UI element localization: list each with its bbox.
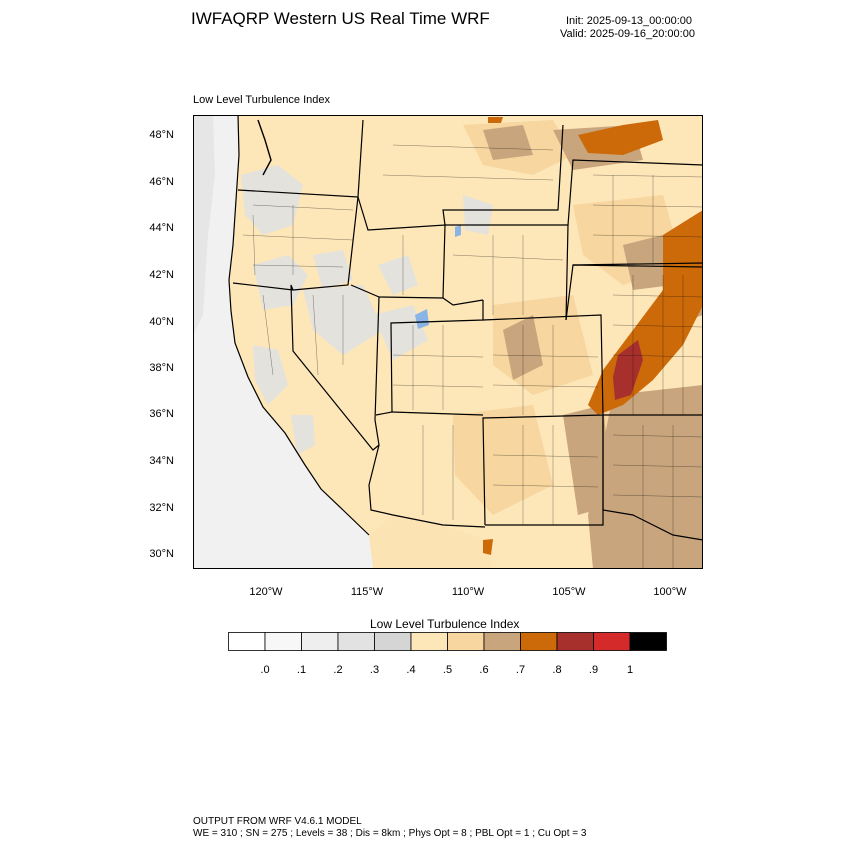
lon-label-105: 105°W: [552, 586, 586, 598]
lat-label-30: 30°N: [149, 548, 174, 560]
legend-swatch: [447, 632, 485, 651]
offshore-band: [193, 115, 215, 335]
lat-label-34: 34°N: [149, 455, 174, 467]
legend-swatch: [556, 632, 594, 651]
lon-label-100: 100°W: [653, 586, 687, 598]
legend-tick-label: .3: [369, 664, 380, 676]
legend-tick-label: .5: [442, 664, 453, 676]
legend-swatch: [374, 632, 412, 651]
legend-svg: [228, 632, 667, 651]
legend-swatch: [264, 632, 302, 651]
legend-tick-label: .1: [296, 664, 307, 676]
lon-label-120: 120°W: [249, 586, 283, 598]
lakes: [415, 225, 461, 329]
model-options: WE = 310 ; SN = 275 ; Levels = 38 ; Dis …: [193, 828, 587, 839]
lon-label-110: 110°W: [451, 586, 485, 598]
turbulence-map: [192, 114, 704, 570]
valid-time: Valid: 2025-09-16_20:00:00: [560, 28, 695, 40]
init-time: Init: 2025-09-13_00:00:00: [566, 15, 692, 27]
legend-tick-label: .0: [260, 664, 270, 676]
legend-title: Low Level Turbulence Index: [370, 617, 520, 631]
legend-swatch: [483, 632, 521, 651]
lat-label-42: 42°N: [149, 269, 174, 281]
lon-label-115: 115°W: [350, 586, 384, 598]
map-title: IWFAQRP Western US Real Time WRF: [191, 9, 490, 28]
legend-swatch: [228, 632, 266, 651]
lat-label-46: 46°N: [149, 176, 174, 188]
coastal-ocean: [193, 115, 373, 569]
coastline: [228, 114, 370, 536]
county-lines: [242, 144, 704, 569]
lat-label-44: 44°N: [149, 222, 174, 234]
map-canvas: [192, 114, 704, 570]
mexico-area: [369, 515, 493, 569]
legend-tick-label: .8: [552, 664, 562, 676]
legend-swatch: [629, 632, 667, 651]
legend-tick-label: .2: [333, 664, 343, 676]
lat-label-40: 40°N: [149, 316, 174, 328]
lat-label-36: 36°N: [149, 408, 174, 420]
legend-tick-label: .9: [588, 664, 599, 676]
legend-tick-label: 1: [626, 664, 634, 676]
lat-label-38: 38°N: [149, 362, 174, 374]
puget-sound: [257, 119, 272, 176]
lat-label-48: 48°N: [149, 129, 174, 141]
panel-label: Low Level Turbulence Index: [193, 94, 330, 106]
map-border: [193, 115, 703, 569]
legend-swatch: [337, 632, 375, 651]
legend-swatch: [520, 632, 558, 651]
model-info: OUTPUT FROM WRF V4.6.1 MODEL: [193, 816, 362, 827]
legend-tick-label: .6: [479, 664, 489, 676]
legend-swatch: [593, 632, 631, 651]
legend-colorbar: [228, 632, 668, 657]
legend-tick-label: .7: [515, 664, 526, 676]
state-borders: [232, 119, 704, 541]
lat-label-32: 32°N: [149, 502, 174, 514]
legend-swatch: [301, 632, 339, 651]
legend-tick-label: .4: [406, 664, 416, 676]
legend-swatch: [410, 632, 448, 651]
